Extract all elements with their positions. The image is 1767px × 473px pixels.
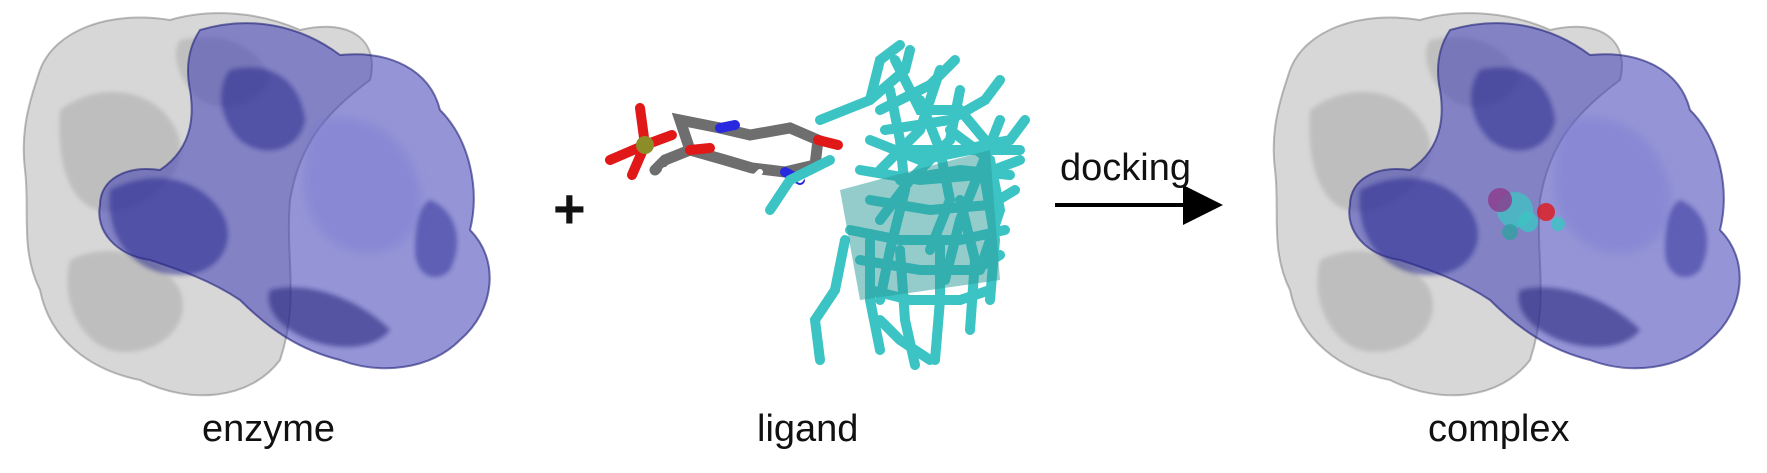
enzyme-label: enzyme [202, 408, 336, 450]
ligand-label: ligand [757, 408, 859, 450]
bound-ligand [1488, 188, 1565, 240]
enzyme-surface-image [24, 13, 490, 395]
ligand-stick-model [605, 40, 1030, 370]
complex-label: complex [1428, 408, 1570, 450]
complex-surface-image [1274, 13, 1740, 395]
plus-sign: + [553, 177, 586, 240]
docking-label: docking [1060, 147, 1191, 189]
